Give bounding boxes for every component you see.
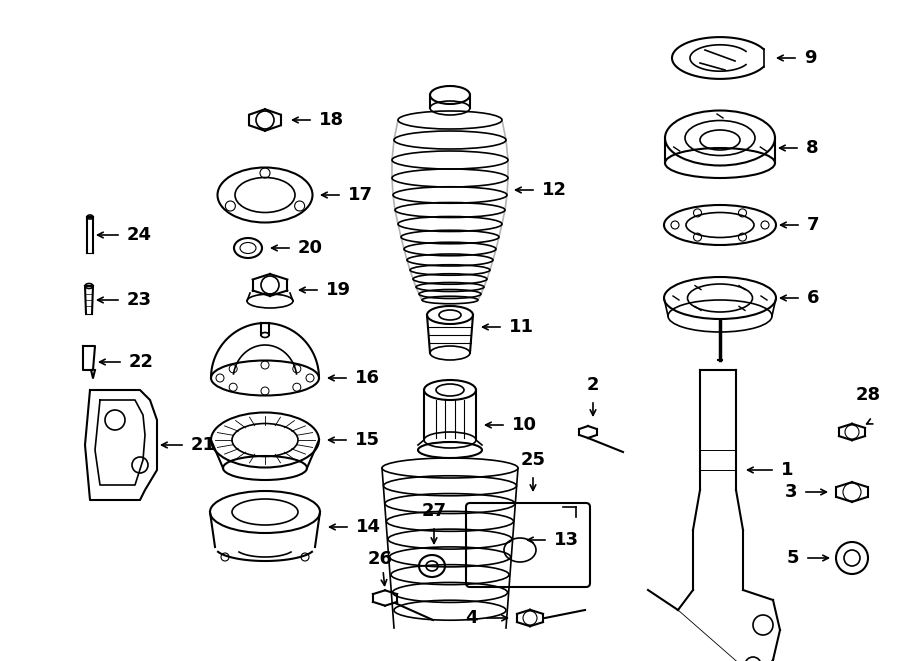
Text: 23: 23 [127,291,152,309]
Text: 16: 16 [355,369,380,387]
Text: 24: 24 [127,226,152,244]
Text: 13: 13 [554,531,579,549]
Text: 18: 18 [319,111,344,129]
Text: 3: 3 [785,483,797,501]
Text: 2: 2 [587,376,599,394]
Text: 10: 10 [512,416,537,434]
Text: 15: 15 [355,431,380,449]
Text: 25: 25 [520,451,545,469]
Text: 1: 1 [781,461,794,479]
Text: 17: 17 [348,186,373,204]
Text: 22: 22 [129,353,154,371]
Text: 12: 12 [542,181,567,199]
Text: 11: 11 [509,318,534,336]
Text: 21: 21 [191,436,216,454]
Text: 27: 27 [421,502,446,520]
Text: 28: 28 [856,386,881,404]
Text: 6: 6 [807,289,820,307]
Text: 4: 4 [465,609,478,627]
Text: 26: 26 [367,550,392,568]
Text: 14: 14 [356,518,381,536]
Text: 7: 7 [807,216,820,234]
Text: 20: 20 [298,239,323,257]
Text: 19: 19 [326,281,351,299]
Text: 8: 8 [806,139,819,157]
Text: 5: 5 [787,549,799,567]
Text: 9: 9 [804,49,816,67]
